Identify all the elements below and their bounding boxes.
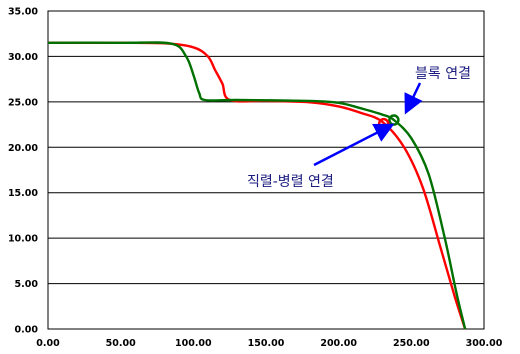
- y-tick-label: 25.00: [8, 97, 38, 108]
- y-tick-label: 15.00: [8, 188, 38, 199]
- y-tick-label: 20.00: [8, 143, 38, 154]
- x-tick-label: 100.00: [175, 338, 212, 349]
- y-tick-label: 0.00: [15, 325, 39, 336]
- annotations: 블록 연결 직렬-병렬 연결: [247, 66, 471, 190]
- x-tick-label: 0.00: [36, 338, 60, 349]
- series-line-1: [47, 41, 467, 330]
- arrow-block-connection: [404, 82, 423, 115]
- y-tick-label: 5.00: [15, 279, 39, 290]
- x-tick-label: 150.00: [248, 338, 285, 349]
- annotation-series-parallel-connection: 직렬-병렬 연결: [247, 174, 334, 190]
- arrow-series-parallel-connection: [313, 123, 395, 167]
- x-axis-ticks: 0.00 50.00 100.00 150.00 200.00 250.00 300.00: [36, 338, 502, 349]
- y-axis-ticks: 0.00 5.00 10.00 15.00 20.00 25.00 30.00 35.00: [8, 7, 38, 336]
- plot-area: [47, 10, 485, 330]
- y-tick-label: 30.00: [8, 52, 38, 63]
- y-tick-label: 10.00: [8, 234, 38, 245]
- x-tick-label: 200.00: [320, 338, 357, 349]
- annotation-block-connection: 블록 연결: [415, 66, 471, 82]
- x-tick-label: 250.00: [393, 338, 430, 349]
- x-tick-label: 50.00: [106, 338, 136, 349]
- y-tick-label: 35.00: [8, 7, 38, 18]
- x-tick-label: 300.00: [466, 338, 503, 349]
- series-lines: [47, 41, 467, 330]
